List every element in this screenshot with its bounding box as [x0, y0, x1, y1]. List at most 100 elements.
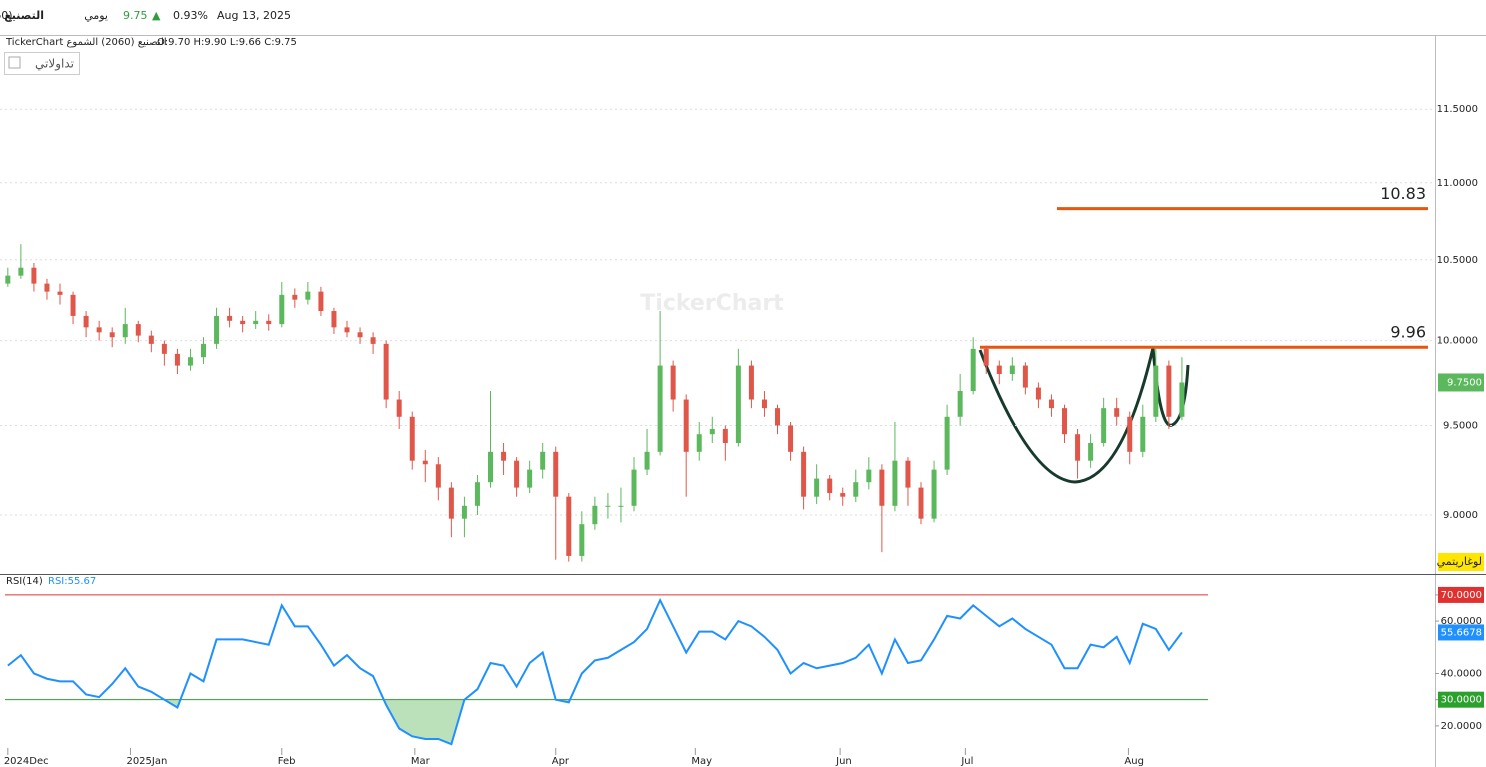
x-tick-label: Apr — [552, 756, 570, 767]
candle-body — [422, 460, 428, 465]
candle-body — [396, 399, 402, 417]
scale-mode-box — [1438, 553, 1484, 571]
candle-body — [644, 451, 650, 470]
candle-body — [122, 324, 128, 338]
candle-body — [905, 460, 911, 488]
symbol-name: التصنيع — [4, 9, 44, 22]
candle-body — [83, 315, 89, 328]
scale-mode: لوغاريتمي — [1437, 555, 1482, 568]
last-price-box — [1438, 373, 1484, 392]
candle-body — [775, 408, 781, 426]
level-label: 9.96 — [1390, 323, 1426, 342]
candle-body — [853, 482, 859, 497]
candle-body — [357, 332, 363, 338]
candle-body — [709, 428, 715, 435]
candle-body — [1179, 382, 1185, 417]
candle-body — [996, 365, 1002, 375]
candle-body — [918, 487, 924, 519]
cup-handle-drawing — [978, 347, 1190, 484]
button-label[interactable]: تداولاتي — [35, 57, 74, 72]
y-tick-box — [1438, 691, 1484, 708]
candle-body — [96, 327, 102, 333]
candle-body — [944, 416, 950, 470]
y-tick-label: 20.0000 — [1441, 721, 1482, 732]
candle-body — [1009, 365, 1015, 375]
rsi-line — [7, 597, 1183, 746]
button[interactable] — [4, 52, 80, 75]
button-icon — [8, 56, 21, 69]
candle-body — [318, 291, 324, 312]
candle-body — [1088, 442, 1094, 461]
candle-body — [801, 451, 807, 497]
candle-body — [605, 505, 611, 507]
candle-body — [892, 460, 898, 506]
candle-body — [1035, 387, 1041, 400]
candle-body — [214, 315, 220, 344]
last-price-label: 9.7500 — [1447, 377, 1482, 388]
candle-body — [383, 343, 389, 400]
y-tick-label: 10.5000 — [1437, 255, 1478, 266]
candle-body — [983, 348, 989, 366]
price: 9.75 — [123, 9, 148, 22]
candle-body — [331, 311, 337, 328]
y-tick-label: 30.0000 — [1441, 695, 1482, 706]
candle-body — [435, 464, 441, 488]
watermark: TickerChart — [640, 291, 784, 316]
candle-body — [657, 365, 663, 452]
candle-body — [488, 451, 494, 483]
candle-body — [761, 399, 767, 409]
candle-body — [840, 493, 846, 497]
candle-body — [1114, 408, 1120, 417]
candle-body — [866, 469, 872, 483]
candle-body — [579, 524, 585, 556]
x-tick-label: Mar — [411, 756, 431, 767]
candle-body — [696, 434, 702, 452]
symbol-code: (2060) — [0, 9, 13, 22]
ohlc: O:9.70 H:9.90 L:9.66 C:9.75 — [157, 37, 297, 48]
candle-body — [514, 460, 520, 488]
x-tick-label: Jun — [835, 756, 852, 767]
candle-body — [409, 416, 415, 461]
candle-body — [553, 451, 559, 497]
candle-body — [618, 505, 624, 507]
candle-body — [788, 425, 794, 452]
y-tick-label: 11.0000 — [1437, 178, 1478, 189]
candle-body — [1140, 416, 1146, 452]
candle-body — [957, 390, 963, 417]
candle-body — [148, 335, 154, 344]
candle-body — [240, 320, 246, 325]
y-tick-label: 10.0000 — [1437, 336, 1478, 347]
candle-body — [970, 348, 976, 391]
candle-body — [879, 469, 885, 506]
x-tick-label: Aug — [1124, 756, 1144, 767]
candle-body — [266, 320, 272, 325]
change-arrow: ▲ — [152, 9, 161, 22]
candle-body — [683, 399, 689, 452]
candle-body — [814, 478, 820, 497]
candle-body — [161, 343, 167, 354]
candle-body — [448, 487, 454, 519]
candle-body — [70, 294, 76, 316]
candle-body — [501, 451, 507, 461]
x-tick-label: Jul — [960, 756, 973, 767]
candle-body — [1022, 365, 1028, 388]
candle-body — [5, 275, 11, 284]
candle-body — [527, 469, 533, 488]
x-tick-label: 2024Dec — [4, 756, 49, 767]
y-tick-label: 40.0000 — [1441, 668, 1482, 679]
y-tick-label: 9.5000 — [1443, 420, 1478, 431]
level-label: 10.83 — [1380, 184, 1426, 203]
candle-body — [1127, 416, 1133, 452]
candle-body — [474, 482, 480, 506]
x-tick-label: May — [691, 756, 712, 767]
candle-body — [566, 496, 572, 556]
candle-body — [279, 294, 285, 325]
candle-body — [174, 353, 180, 366]
candle-body — [18, 267, 24, 276]
candle-body — [735, 365, 741, 443]
candle-body — [592, 505, 598, 525]
date: Aug 13, 2025 — [217, 9, 291, 22]
candle-body — [540, 451, 546, 470]
candle-body — [227, 315, 233, 321]
